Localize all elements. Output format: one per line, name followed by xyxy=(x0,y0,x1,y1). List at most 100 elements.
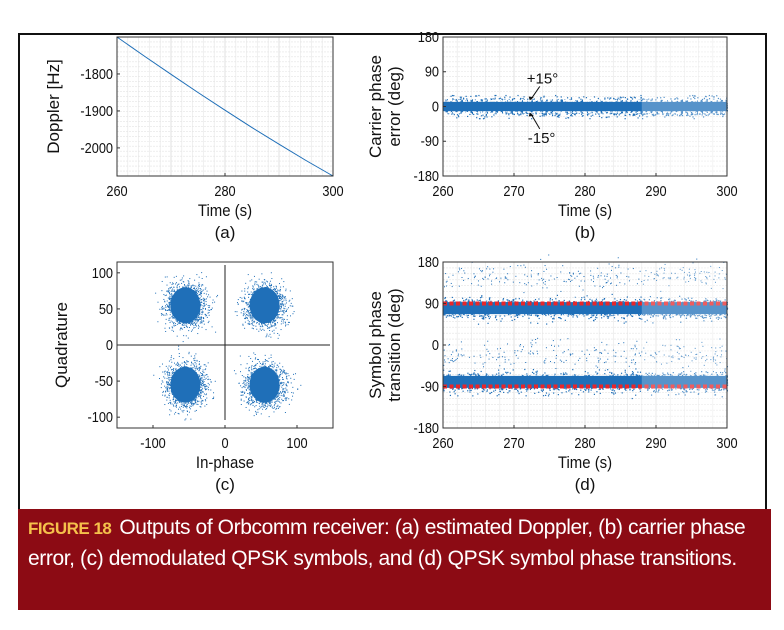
symbol-point xyxy=(166,284,168,286)
data-point xyxy=(541,100,543,102)
symbol-point xyxy=(187,285,189,287)
data-point xyxy=(707,100,709,102)
symbol-point xyxy=(201,321,203,323)
symbol-point xyxy=(209,305,211,307)
symbol-point xyxy=(189,278,191,280)
data-point xyxy=(710,112,713,114)
data-point xyxy=(476,101,478,103)
symbol-point xyxy=(207,309,209,311)
data-point xyxy=(700,110,702,112)
data-point xyxy=(494,98,496,100)
data-point xyxy=(680,100,682,102)
data-point xyxy=(521,111,523,113)
data-point xyxy=(562,100,564,102)
data-point xyxy=(615,98,617,101)
data-point xyxy=(523,98,525,101)
symbol-point xyxy=(190,287,192,289)
data-point xyxy=(522,97,524,100)
data-point xyxy=(535,112,537,114)
symbol-point xyxy=(166,276,168,278)
symbol-point xyxy=(196,319,198,321)
data-point xyxy=(725,99,727,101)
symbol-point xyxy=(168,304,170,306)
data-point xyxy=(551,111,554,113)
data-point xyxy=(590,115,592,117)
data-point xyxy=(705,114,707,116)
symbol-point xyxy=(169,295,171,297)
data-point xyxy=(690,98,692,100)
data-point xyxy=(471,112,473,114)
data-point xyxy=(570,114,572,116)
data-point xyxy=(583,96,585,98)
data-point xyxy=(679,115,681,117)
data-point xyxy=(721,99,723,102)
symbol-point xyxy=(195,289,197,291)
symbol-point xyxy=(198,287,200,289)
symbol-point xyxy=(201,310,203,312)
data-point xyxy=(610,112,612,115)
data-point xyxy=(516,113,519,115)
symbol-point xyxy=(196,322,198,324)
symbol-point xyxy=(164,305,166,307)
data-point xyxy=(645,111,647,113)
data-point xyxy=(580,98,582,100)
data-point xyxy=(722,114,724,116)
symbol-point xyxy=(210,309,212,311)
symbol-point xyxy=(173,291,175,293)
symbol-point xyxy=(186,326,188,328)
data-point xyxy=(554,114,556,117)
data-point xyxy=(446,110,449,112)
symbol-point xyxy=(212,299,214,301)
data-point xyxy=(654,114,656,116)
data-point xyxy=(614,114,616,116)
data-point xyxy=(691,101,693,103)
symbol-point xyxy=(179,279,181,281)
symbol-point xyxy=(194,319,196,321)
data-point xyxy=(630,96,632,98)
data-point xyxy=(625,114,627,117)
data-point xyxy=(588,113,590,115)
data-point xyxy=(655,110,657,112)
data-point xyxy=(640,113,643,115)
data-point xyxy=(478,94,480,97)
data-point xyxy=(453,95,455,97)
data-point xyxy=(617,99,619,101)
symbol-point xyxy=(188,284,190,286)
data-point xyxy=(660,100,663,102)
data-point xyxy=(557,101,559,103)
data-point xyxy=(721,113,723,115)
symbol-point xyxy=(199,297,201,299)
symbol-point xyxy=(179,329,181,331)
data-point xyxy=(642,114,644,116)
data-point xyxy=(565,117,567,119)
symbol-point xyxy=(206,316,208,318)
data-point xyxy=(643,113,645,115)
data-point xyxy=(665,114,667,117)
symbol-point xyxy=(173,325,175,327)
symbol-point xyxy=(165,323,167,325)
y-tick-label: 180 xyxy=(418,28,439,45)
data-point xyxy=(508,114,510,116)
data-point xyxy=(544,113,546,116)
data-point xyxy=(662,99,664,102)
symbol-point xyxy=(166,303,168,305)
data-point xyxy=(628,113,631,116)
data-point xyxy=(634,114,636,116)
data-point xyxy=(460,100,463,102)
data-point xyxy=(485,114,487,117)
symbol-point xyxy=(155,292,157,294)
symbol-point xyxy=(197,294,199,296)
symbol-point xyxy=(189,322,191,324)
symbol-point xyxy=(197,286,199,288)
data-point xyxy=(494,112,497,114)
data-point xyxy=(486,116,488,118)
data-point xyxy=(491,116,493,118)
data-point xyxy=(520,110,522,113)
symbol-point xyxy=(203,317,205,319)
symbol-point xyxy=(190,330,192,332)
data-point xyxy=(472,100,474,102)
symbol-point xyxy=(168,305,170,307)
symbol-point xyxy=(183,335,185,337)
symbol-point xyxy=(197,333,199,335)
data-point xyxy=(642,111,644,113)
